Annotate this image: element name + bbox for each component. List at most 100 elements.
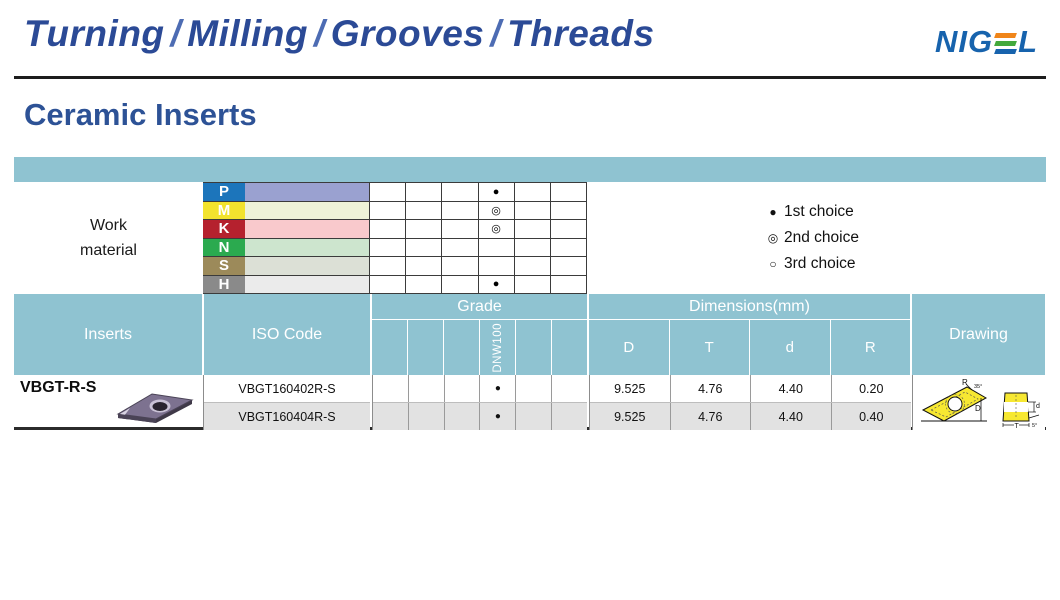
choice-cell: [369, 200, 407, 220]
title-separator: /: [490, 13, 502, 54]
choice-cell: [405, 274, 443, 294]
table-top-bar: [14, 157, 1046, 182]
choice-cell: [369, 237, 407, 257]
legend-label: 2nd choice: [784, 228, 859, 246]
dim-header-R: R: [829, 320, 910, 375]
choice-cell: [549, 200, 588, 220]
work-material-row: K ◎: [203, 219, 588, 239]
inserts-table: Work material P ● M ◎ K ◎ N S H ● ● 1st choice ◎ 2nd…: [14, 157, 1046, 430]
grade-header-dnw100: DNW100: [479, 320, 515, 375]
choice-cell: [369, 182, 407, 202]
material-code-K: K: [203, 219, 245, 239]
choice-cell: [513, 274, 551, 294]
choice-cell: [405, 256, 443, 276]
grade-row: ●: [373, 402, 587, 430]
grade-header-empty: [372, 320, 407, 375]
dimension-value: 4.40: [750, 403, 831, 430]
work-material-label: Work material: [80, 217, 137, 259]
grade-header-empty: [407, 320, 443, 375]
work-material-row: N: [203, 237, 588, 257]
column-header-iso-code: ISO Code: [204, 294, 370, 375]
material-band: [245, 256, 370, 276]
legend-symbol: ●: [769, 204, 777, 219]
material-code-S: S: [203, 256, 245, 276]
inserts-cell: VBGT-R-S: [14, 375, 202, 430]
iso-code-column: VBGT160402R-S VBGT160404R-S: [203, 375, 370, 430]
drawing-label-angle-side: 5°: [1032, 423, 1037, 429]
drawing-label-d-hole: d: [1036, 403, 1040, 410]
grade-subcolumns: DNW100: [372, 320, 587, 375]
dimension-value: 0.40: [830, 403, 912, 430]
dimensions-group-label: Dimensions(mm): [589, 294, 910, 320]
grade-header-empty: [515, 320, 551, 375]
choice-cell: [441, 200, 479, 220]
legend-item: ○ 3rd choice: [762, 254, 859, 273]
choice-cell: [441, 274, 479, 294]
choice-cell: ●: [477, 274, 515, 294]
choice-cell: [549, 256, 588, 276]
grade-choice-cell: ●: [479, 375, 515, 402]
choice-cell: [513, 237, 551, 257]
dimension-value: 4.76: [669, 375, 751, 402]
iso-code-value: VBGT160404R-S: [238, 409, 336, 424]
material-band: [245, 237, 370, 257]
title-separator: /: [170, 13, 182, 54]
work-material-grid: P ● M ◎ K ◎ N S H ●: [203, 182, 588, 294]
choice-cell: [369, 256, 407, 276]
dimension-value: 4.76: [669, 403, 751, 430]
choice-cell: [405, 219, 443, 239]
drawing-label-d-major: D: [975, 404, 981, 413]
legend-label: 1st choice: [784, 202, 854, 220]
choice-cell: [441, 182, 479, 202]
choice-cell: [441, 219, 479, 239]
legend-symbol: ◎: [767, 230, 779, 245]
choice-cell: [477, 256, 515, 276]
choice-cell: [513, 219, 551, 239]
choice-cell: [477, 237, 515, 257]
choice-cell: [549, 274, 588, 294]
choice-cell: ●: [477, 182, 515, 202]
dimension-row: 9.525 4.76 4.40 0.20: [590, 375, 911, 402]
grade-choice-cell: [443, 375, 480, 402]
grade-choice-cell: ●: [479, 403, 515, 430]
column-group-grade: Grade DNW100: [372, 294, 587, 375]
legend-label: 3rd choice: [784, 254, 856, 272]
iso-row: VBGT160404R-S: [204, 402, 370, 430]
choice-cell: ◎: [477, 200, 515, 220]
grade-choice-cell: [551, 375, 587, 402]
choice-cell: ◎: [477, 219, 515, 239]
iso-code-value: VBGT160402R-S: [238, 381, 336, 396]
column-header-drawing: Drawing: [912, 294, 1045, 375]
choice-cell: [405, 182, 443, 202]
title-word: Threads: [507, 13, 655, 54]
title-word: Milling: [187, 13, 308, 54]
title-separator: /: [313, 13, 325, 54]
material-code-N: N: [203, 237, 245, 257]
material-code-H: H: [203, 274, 245, 294]
choice-cell: [441, 256, 479, 276]
title-word: Grooves: [330, 13, 485, 54]
grade-header-text: DNW100: [491, 322, 504, 373]
grade-header-empty: [551, 320, 587, 375]
material-band: [245, 182, 370, 202]
work-material-row: M ◎: [203, 200, 588, 220]
material-band: [245, 274, 370, 294]
dimension-value: 4.40: [750, 375, 831, 402]
work-material-row: P ●: [203, 182, 588, 202]
choice-cell: [369, 274, 407, 294]
material-band: [245, 219, 370, 239]
choice-cell: [513, 200, 551, 220]
insert-photo: [116, 393, 194, 423]
grade-choice-cell: [515, 403, 551, 430]
choice-cell: [405, 237, 443, 257]
material-code-P: P: [203, 182, 245, 202]
choice-cell: [369, 219, 407, 239]
legend-symbol: ○: [769, 256, 777, 271]
drawing-label-t: T: [1015, 423, 1020, 429]
choice-legend: ● 1st choice ◎ 2nd choice ○ 3rd choice: [762, 202, 859, 273]
dim-header-T: T: [668, 320, 749, 375]
column-header-inserts: Inserts: [14, 294, 202, 375]
